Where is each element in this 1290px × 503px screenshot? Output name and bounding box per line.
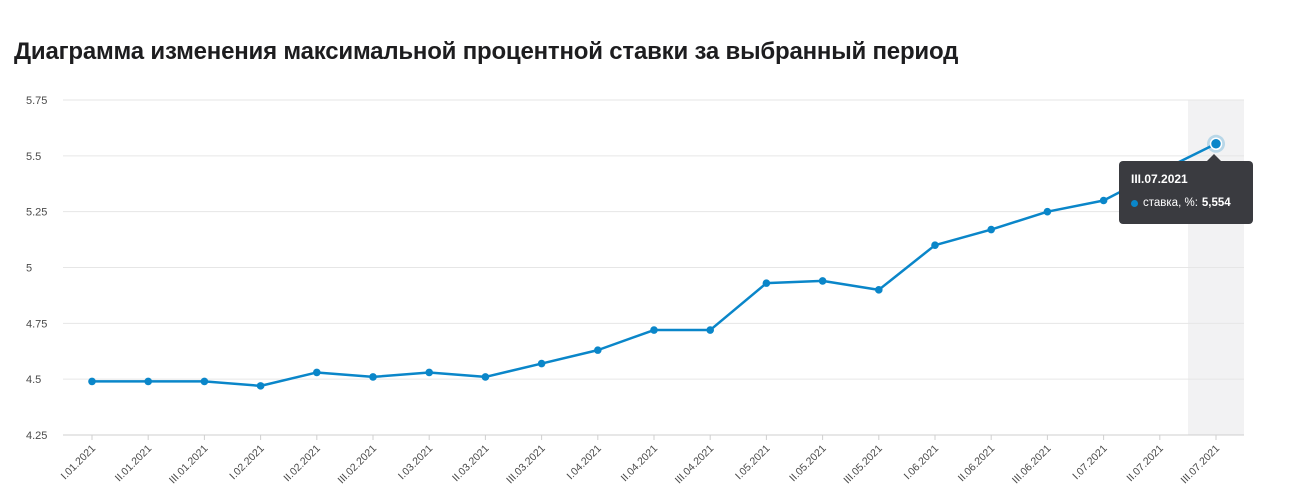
y-tick-label: 5.25 bbox=[26, 207, 47, 219]
data-point[interactable] bbox=[425, 368, 434, 377]
data-point[interactable] bbox=[88, 377, 96, 386]
x-tick-label: III.03.2021 bbox=[504, 443, 548, 487]
x-tick-label: II.05.2021 bbox=[787, 443, 829, 485]
x-tick-label: III.07.2021 bbox=[1179, 443, 1223, 487]
tooltip-row: ставка, %: 5,554 bbox=[1131, 197, 1241, 209]
data-point[interactable] bbox=[1043, 207, 1052, 216]
y-tick-label: 4.5 bbox=[26, 374, 41, 386]
chart-tooltip: III.07.2021 ставка, %: 5,554 bbox=[1119, 154, 1253, 224]
tooltip-series-label: ставка, %: bbox=[1143, 197, 1198, 209]
data-point[interactable] bbox=[818, 277, 827, 285]
data-point[interactable] bbox=[313, 368, 321, 377]
x-tick-label: II.07.2021 bbox=[1124, 443, 1166, 485]
x-tick-label: I.02.2021 bbox=[227, 443, 267, 483]
y-tick-label: 5.5 bbox=[26, 151, 41, 163]
data-point[interactable] bbox=[256, 382, 265, 390]
x-tick-label: II.04.2021 bbox=[619, 443, 661, 485]
y-tick-label: 4.75 bbox=[26, 318, 47, 330]
x-tick-label: I.05.2021 bbox=[733, 443, 773, 483]
series-line bbox=[92, 142, 1217, 388]
data-point[interactable] bbox=[144, 377, 152, 386]
y-tick-label: 5.75 bbox=[26, 95, 47, 107]
x-tick-label: I.07.2021 bbox=[1070, 443, 1110, 483]
data-point[interactable] bbox=[594, 346, 602, 354]
data-point[interactable] bbox=[875, 286, 883, 294]
data-point[interactable] bbox=[931, 241, 939, 249]
x-tick-label: I.03.2021 bbox=[396, 443, 436, 483]
x-tick-label: I.01.2021 bbox=[59, 443, 99, 483]
x-tick-label: I.06.2021 bbox=[902, 443, 942, 483]
x-tick-label: III.05.2021 bbox=[841, 443, 885, 487]
tooltip-series-dot bbox=[1131, 199, 1138, 207]
tooltip-date: III.07.2021 bbox=[1131, 172, 1188, 186]
x-tick-label: II.01.2021 bbox=[113, 443, 155, 485]
data-point[interactable] bbox=[987, 225, 995, 234]
x-tick-label: II.03.2021 bbox=[450, 443, 492, 485]
tooltip-value: 5,554 bbox=[1201, 197, 1231, 209]
data-point[interactable] bbox=[762, 279, 771, 287]
data-point[interactable] bbox=[650, 326, 658, 334]
x-tick-label: II.06.2021 bbox=[956, 443, 998, 485]
data-point[interactable] bbox=[481, 373, 490, 381]
x-tick-label: III.06.2021 bbox=[1010, 443, 1054, 487]
y-tick-label: 4.25 bbox=[26, 430, 47, 442]
y-tick-label: 5 bbox=[26, 263, 32, 275]
data-point[interactable] bbox=[706, 326, 714, 334]
data-point[interactable] bbox=[369, 373, 377, 381]
data-point-hovered[interactable] bbox=[1209, 137, 1223, 151]
data-point[interactable] bbox=[200, 377, 209, 386]
x-tick-label: III.02.2021 bbox=[336, 443, 380, 487]
data-point[interactable] bbox=[1099, 196, 1108, 205]
x-tick-label: II.02.2021 bbox=[281, 443, 323, 485]
data-point[interactable] bbox=[537, 359, 546, 368]
chart-title: Диаграмма изменения максимальной процент… bbox=[14, 38, 959, 65]
x-tick-label: I.04.2021 bbox=[564, 443, 604, 483]
x-tick-label: III.04.2021 bbox=[673, 443, 717, 487]
x-tick-label: III.01.2021 bbox=[167, 443, 211, 487]
